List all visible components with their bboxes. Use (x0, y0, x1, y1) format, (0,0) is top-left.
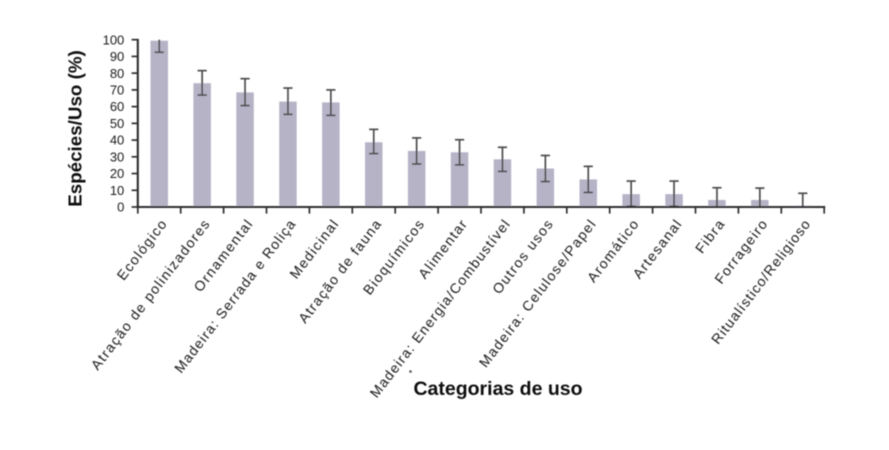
svg-text:80: 80 (110, 66, 124, 81)
svg-text:10: 10 (110, 183, 124, 198)
svg-text:Categorias de uso: Categorias de uso (413, 378, 582, 400)
svg-text:40: 40 (110, 133, 124, 148)
svg-text:70: 70 (110, 82, 124, 97)
svg-text:60: 60 (110, 99, 124, 114)
svg-text:100: 100 (103, 32, 125, 47)
svg-text:90: 90 (110, 49, 124, 64)
svg-text:20: 20 (110, 166, 124, 181)
svg-text:30: 30 (110, 149, 124, 164)
svg-text:Espécies/Uso (%): Espécies/Uso (%) (65, 50, 86, 207)
svg-text:50: 50 (110, 116, 124, 131)
svg-text:0: 0 (117, 200, 124, 215)
